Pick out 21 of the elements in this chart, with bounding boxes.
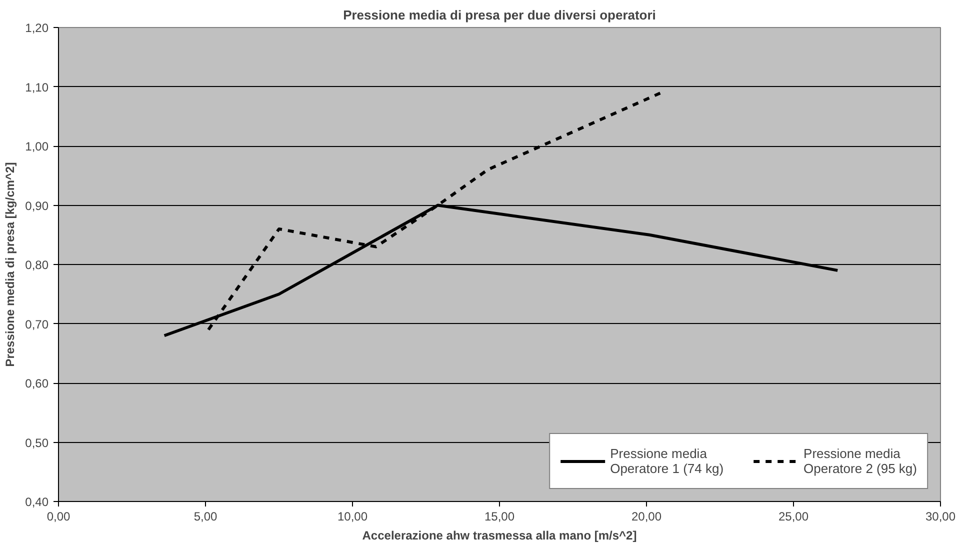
x-axis-title: Accelerazione ahw trasmessa alla mano [m/s^2] [362,528,637,542]
x-tick-label: 30,00 [925,510,956,524]
x-tick-label: 10,00 [337,510,368,524]
y-tick-label: 0,50 [25,436,49,450]
y-tick-label: 1,20 [25,21,49,35]
y-tick-label: 0,80 [25,258,49,272]
legend-label: Pressione media Operatore 1 (74 kg) [610,445,724,478]
y-tick-label: 1,00 [25,140,49,154]
chart-title: Pressione media di presa per due diversi operatori [343,8,656,22]
x-tick-label: 25,00 [778,510,809,524]
x-tick-label: 20,00 [631,510,662,524]
y-tick-label: 1,10 [25,80,49,94]
y-tick-label: 0,90 [25,198,49,213]
y-tick-label: 0,40 [25,495,49,509]
y-axis-title: Pressione media di presa [kg/cm^2] [3,162,18,367]
y-tick-label: 0,60 [25,376,49,390]
legend-label: Pressione media Operatore 2 (95 kg) [804,445,917,478]
x-tick-label: 5,00 [194,510,218,524]
x-tick-label: 0,00 [46,510,71,524]
y-tick-label: 0,70 [25,317,49,332]
x-tick-label: 15,00 [484,510,515,524]
